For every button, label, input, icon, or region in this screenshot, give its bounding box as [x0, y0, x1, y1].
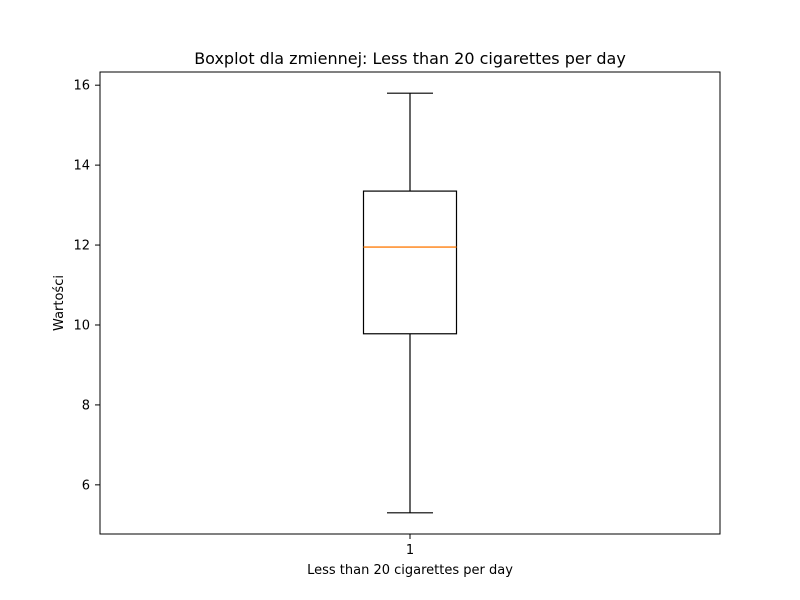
y-tick-label: 14	[73, 159, 90, 174]
iqr-box	[362, 190, 458, 335]
y-tick-label: 8	[82, 398, 90, 413]
x-tick-label: 1	[406, 543, 414, 558]
y-axis-ticks: 6 8 10 12 14 16	[73, 79, 100, 493]
y-tick-label: 16	[73, 79, 90, 94]
box-group	[362, 92, 458, 514]
y-tick-label: 6	[82, 478, 90, 493]
x-axis-ticks: 1	[406, 534, 414, 558]
y-axis-label: Wartości	[52, 275, 67, 331]
x-axis-label: Less than 20 cigarettes per day	[307, 563, 513, 578]
chart-title: Boxplot dla zmiennej: Less than 20 cigar…	[194, 49, 626, 68]
y-tick-label: 10	[73, 318, 90, 333]
y-tick-label: 12	[73, 239, 90, 254]
